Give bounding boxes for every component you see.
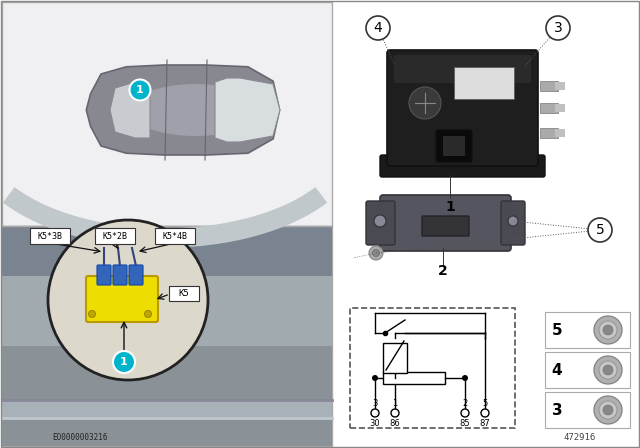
FancyBboxPatch shape <box>169 286 199 301</box>
FancyBboxPatch shape <box>387 50 538 166</box>
Circle shape <box>603 365 613 375</box>
Circle shape <box>594 316 622 344</box>
Circle shape <box>461 409 469 417</box>
FancyBboxPatch shape <box>380 155 545 177</box>
FancyBboxPatch shape <box>383 372 445 384</box>
FancyBboxPatch shape <box>555 82 565 90</box>
Circle shape <box>48 220 208 380</box>
Circle shape <box>481 409 489 417</box>
FancyBboxPatch shape <box>394 55 531 83</box>
Text: K5*3B: K5*3B <box>38 232 63 241</box>
Text: 85: 85 <box>460 418 470 427</box>
Text: 5: 5 <box>483 399 488 408</box>
Circle shape <box>409 87 441 119</box>
Text: 87: 87 <box>479 418 490 427</box>
FancyBboxPatch shape <box>540 81 558 91</box>
FancyBboxPatch shape <box>540 103 558 113</box>
Circle shape <box>369 246 383 260</box>
FancyBboxPatch shape <box>97 265 111 285</box>
Circle shape <box>371 409 379 417</box>
FancyBboxPatch shape <box>2 2 332 226</box>
Circle shape <box>366 16 390 40</box>
FancyBboxPatch shape <box>2 346 332 446</box>
Circle shape <box>594 356 622 384</box>
Text: 1: 1 <box>136 85 144 95</box>
Circle shape <box>88 310 95 318</box>
FancyBboxPatch shape <box>422 216 469 236</box>
Text: 4: 4 <box>552 362 563 378</box>
Text: K5*4B: K5*4B <box>163 232 188 241</box>
FancyBboxPatch shape <box>350 308 515 428</box>
Circle shape <box>599 361 617 379</box>
FancyBboxPatch shape <box>436 130 472 162</box>
Text: K5: K5 <box>179 289 189 298</box>
FancyBboxPatch shape <box>540 128 558 138</box>
Circle shape <box>372 250 380 257</box>
FancyBboxPatch shape <box>129 265 143 285</box>
FancyBboxPatch shape <box>2 276 332 348</box>
Circle shape <box>599 401 617 419</box>
Text: 5: 5 <box>596 223 604 237</box>
FancyBboxPatch shape <box>545 392 630 428</box>
Circle shape <box>462 375 468 381</box>
Circle shape <box>603 325 613 335</box>
Text: 1: 1 <box>120 357 128 367</box>
FancyBboxPatch shape <box>113 265 127 285</box>
FancyBboxPatch shape <box>86 276 158 322</box>
Text: 1: 1 <box>445 200 455 214</box>
FancyBboxPatch shape <box>2 226 332 446</box>
Text: 3: 3 <box>554 21 563 35</box>
FancyBboxPatch shape <box>545 352 630 388</box>
FancyBboxPatch shape <box>454 67 514 99</box>
Text: 2: 2 <box>438 264 448 278</box>
Text: 5: 5 <box>552 323 563 337</box>
Polygon shape <box>215 78 280 142</box>
Circle shape <box>546 16 570 40</box>
Circle shape <box>129 79 150 100</box>
Circle shape <box>508 216 518 226</box>
Circle shape <box>588 218 612 242</box>
Circle shape <box>113 351 135 373</box>
Text: EO0000003216: EO0000003216 <box>52 433 108 442</box>
Text: 2: 2 <box>462 399 468 408</box>
FancyBboxPatch shape <box>2 226 332 278</box>
Text: 3: 3 <box>552 402 563 418</box>
Text: 1: 1 <box>392 399 397 408</box>
FancyBboxPatch shape <box>555 104 565 112</box>
FancyBboxPatch shape <box>155 228 195 244</box>
Circle shape <box>374 215 386 227</box>
Circle shape <box>599 321 617 339</box>
FancyBboxPatch shape <box>30 228 70 244</box>
Text: 4: 4 <box>374 21 382 35</box>
Polygon shape <box>110 82 150 138</box>
Text: 3: 3 <box>372 399 378 408</box>
FancyBboxPatch shape <box>95 228 135 244</box>
Circle shape <box>145 310 152 318</box>
Circle shape <box>391 409 399 417</box>
FancyBboxPatch shape <box>501 201 525 245</box>
Text: 86: 86 <box>390 418 401 427</box>
FancyBboxPatch shape <box>366 201 395 245</box>
Circle shape <box>594 396 622 424</box>
Circle shape <box>372 375 378 381</box>
Ellipse shape <box>130 84 260 136</box>
Text: 472916: 472916 <box>564 433 596 442</box>
FancyBboxPatch shape <box>383 343 407 373</box>
Circle shape <box>603 405 613 415</box>
Polygon shape <box>86 65 280 155</box>
FancyBboxPatch shape <box>380 195 511 251</box>
Text: K5*2B: K5*2B <box>102 232 127 241</box>
FancyBboxPatch shape <box>545 312 630 348</box>
FancyBboxPatch shape <box>555 129 565 137</box>
Text: 30: 30 <box>370 418 380 427</box>
FancyBboxPatch shape <box>443 136 465 156</box>
FancyBboxPatch shape <box>2 400 332 418</box>
